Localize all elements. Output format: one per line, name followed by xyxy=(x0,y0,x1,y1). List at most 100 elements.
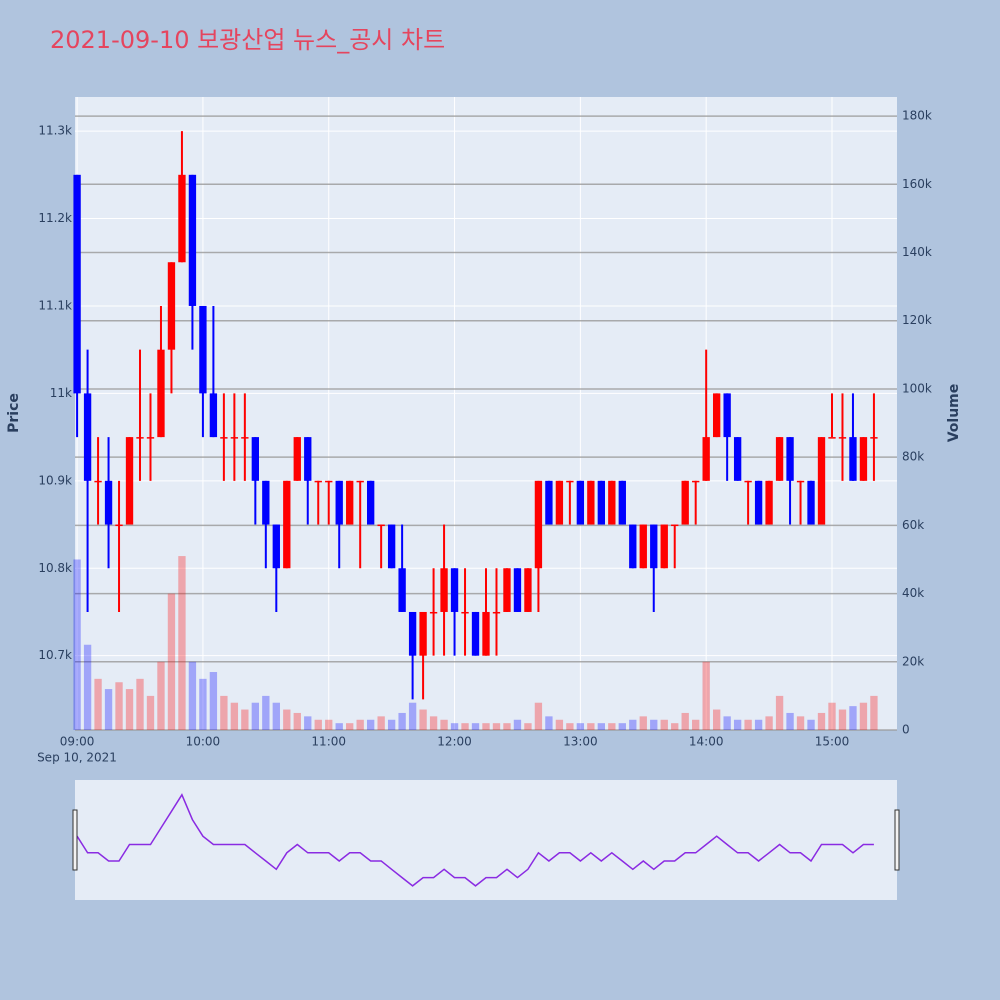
volume-bar xyxy=(492,723,501,730)
candle-body xyxy=(660,524,668,569)
x-tick-label: 11:00 xyxy=(311,735,346,749)
volume-bar xyxy=(293,712,301,730)
candle-body xyxy=(335,480,343,525)
candle-body xyxy=(702,437,710,481)
candle-body xyxy=(723,393,731,438)
x-date-label: Sep 10, 2021 xyxy=(37,751,117,765)
volume-bar xyxy=(870,695,878,730)
x-tick-label: 09:00 xyxy=(60,735,95,749)
candle-body xyxy=(765,480,773,525)
candle-body xyxy=(650,524,658,569)
volume-bar xyxy=(220,695,228,730)
volume-bar xyxy=(576,723,585,730)
chart-title: 2021-09-10 보광산업 뉴스_공시 차트 xyxy=(50,26,445,54)
candle-body xyxy=(629,524,637,569)
y2-tick-label: 60k xyxy=(902,518,924,532)
volume-bar xyxy=(786,712,794,730)
y-tick-label: 10.9k xyxy=(38,473,72,487)
volume-bar xyxy=(608,723,616,730)
candle-body xyxy=(671,524,679,527)
volume-bar xyxy=(807,719,815,730)
y-tick-label: 11.1k xyxy=(38,298,72,312)
range-handle[interactable] xyxy=(894,809,900,871)
candle-body xyxy=(733,437,742,481)
volume-bar xyxy=(157,661,165,730)
candle-body xyxy=(167,262,176,350)
candle-body xyxy=(503,568,511,612)
y2-tick-label: 80k xyxy=(902,450,924,464)
candle-body xyxy=(241,437,249,439)
candle-body xyxy=(482,611,490,656)
volume-bar xyxy=(817,712,826,730)
candle-body xyxy=(681,480,689,525)
x-tick-label: 15:00 xyxy=(815,735,850,749)
volume-bar xyxy=(744,719,752,730)
volume-bar xyxy=(272,702,280,730)
candle-body xyxy=(419,611,427,656)
candle-body xyxy=(440,568,448,612)
candle-body xyxy=(461,611,469,614)
x-tick-label: 12:00 xyxy=(437,735,472,749)
volume-bar xyxy=(849,706,857,730)
y2-tick-label: 0 xyxy=(902,723,910,737)
candle-body xyxy=(366,480,375,525)
candle-body xyxy=(576,480,585,525)
candle-body xyxy=(398,568,406,612)
candle-body xyxy=(786,437,794,481)
volume-bar xyxy=(828,702,836,730)
volume-bar xyxy=(838,709,847,730)
candle-body xyxy=(450,568,459,612)
volume-bar xyxy=(241,709,249,730)
y2-axis-title: Volume xyxy=(946,384,962,443)
candle-body xyxy=(608,480,616,525)
y-axis-title: Price xyxy=(6,393,22,433)
candle-body xyxy=(712,393,721,438)
volume-bar xyxy=(545,716,553,730)
candle-body xyxy=(115,524,123,527)
candle-body xyxy=(356,480,364,483)
candle-body xyxy=(692,480,700,483)
volume-bar xyxy=(83,644,92,730)
volume-bar xyxy=(304,716,312,730)
volume-bar xyxy=(335,723,343,730)
candle-body xyxy=(325,480,333,483)
candle-body xyxy=(125,437,134,525)
candle-body xyxy=(251,437,260,481)
volume-bar xyxy=(796,716,805,730)
volume-bar xyxy=(209,672,218,730)
y2-tick-label: 160k xyxy=(902,177,932,191)
candle-body xyxy=(534,480,543,569)
candle-body xyxy=(220,437,228,439)
candle-body xyxy=(597,480,606,525)
y-tick-label: 11.3k xyxy=(38,124,72,138)
x-tick-label: 14:00 xyxy=(689,735,724,749)
candle-body xyxy=(293,437,301,481)
volume-bar xyxy=(524,723,532,730)
candle-body xyxy=(471,611,480,656)
y2-tick-label: 120k xyxy=(902,313,932,327)
candle-body xyxy=(524,568,532,612)
range-slider[interactable] xyxy=(75,780,897,900)
volume-bar xyxy=(712,709,721,730)
volume-bar xyxy=(125,689,134,730)
candle-body xyxy=(744,480,752,483)
volume-bar xyxy=(671,723,679,730)
volume-bar xyxy=(73,559,81,730)
candle-body xyxy=(513,568,522,612)
candle-body xyxy=(209,393,218,438)
volume-bar xyxy=(450,723,459,730)
volume-bar xyxy=(188,661,197,730)
candle-body xyxy=(796,480,805,483)
volume-bar xyxy=(366,719,375,730)
volume-bar xyxy=(346,723,354,730)
volume-bar xyxy=(513,719,522,730)
volume-bar xyxy=(859,702,868,730)
volume-bar xyxy=(314,719,322,730)
candle-body xyxy=(73,174,81,394)
candle-body xyxy=(870,437,878,439)
candle-body xyxy=(377,524,385,527)
candle-body xyxy=(618,480,626,525)
volume-bar xyxy=(419,709,427,730)
range-handle[interactable] xyxy=(72,809,78,871)
candle-body xyxy=(849,437,857,481)
